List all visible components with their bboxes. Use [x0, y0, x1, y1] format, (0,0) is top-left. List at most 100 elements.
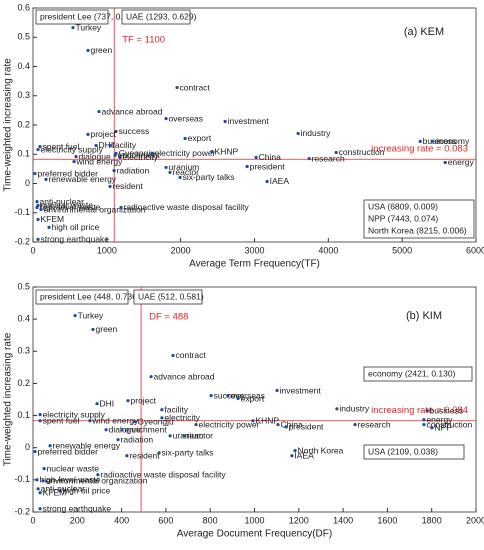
- point-label: green: [91, 45, 113, 55]
- point: [275, 388, 279, 393]
- point: [38, 145, 42, 149]
- point-label: Turkey: [78, 310, 104, 320]
- point-label: research: [312, 153, 345, 163]
- point-label: North Korea: [298, 445, 344, 455]
- point: [293, 449, 297, 453]
- point: [96, 473, 100, 477]
- threshold-x-label: DF = 488: [149, 312, 188, 323]
- x-tick-label: 1600: [377, 515, 397, 525]
- point: [178, 175, 182, 179]
- x-tick-label: 2000: [466, 515, 484, 525]
- point-label: wind energy: [91, 415, 139, 425]
- x-tick-label: 600: [158, 515, 173, 525]
- point: [36, 147, 40, 152]
- point: [33, 171, 37, 176]
- point-label: Turkey: [76, 22, 102, 32]
- note-text: president Lee (737, 0.815): [40, 11, 140, 21]
- point-label: overseas: [230, 390, 264, 400]
- point: [58, 489, 62, 493]
- point: [48, 444, 52, 448]
- point-label: contract: [175, 350, 206, 360]
- point-label: anti-nuclear: [39, 196, 84, 206]
- point-label: anti-nuclear: [41, 484, 86, 494]
- point-label: electricity supply: [43, 409, 106, 419]
- point-label: high-level waste: [39, 202, 100, 212]
- point-label: president: [250, 161, 286, 171]
- point-label: export: [188, 133, 212, 143]
- y-tick-label: 0: [25, 178, 30, 188]
- point-label: Gyeongju: [137, 416, 174, 426]
- threshold-y-label: increasing rate = 0.083: [371, 144, 468, 155]
- point-label: energy: [426, 415, 453, 425]
- y-tick-label: 0.3: [17, 346, 30, 356]
- x-tick-label: 400: [114, 515, 129, 525]
- x-tick-label: 0: [30, 245, 35, 255]
- note-text: UAE (1293, 0.629): [126, 11, 197, 21]
- point: [335, 407, 339, 411]
- point-label: research: [358, 419, 391, 429]
- point-label: renewable energy: [48, 174, 116, 184]
- threshold-y-label: increasing rate = 0.084: [371, 405, 468, 416]
- point: [182, 434, 186, 438]
- point: [265, 179, 269, 184]
- point-label: radiation: [117, 165, 150, 175]
- x-tick-label: 1800: [422, 515, 442, 525]
- point: [168, 434, 172, 438]
- point-label: Gyeongju: [119, 148, 156, 158]
- point: [41, 479, 45, 483]
- y-tick-label: -0.2: [14, 506, 30, 516]
- panel-title: (b) KIM: [406, 310, 442, 322]
- point: [149, 375, 153, 379]
- point: [150, 151, 154, 155]
- point: [422, 418, 426, 422]
- x-tick-label: 4000: [318, 245, 338, 255]
- point: [164, 165, 168, 170]
- point: [72, 159, 76, 164]
- y-tick-label: 0.1: [17, 149, 30, 159]
- point: [125, 454, 129, 458]
- point-label: business: [430, 406, 464, 416]
- point-label: strong earthquake: [43, 504, 112, 514]
- point: [39, 207, 43, 212]
- point: [422, 422, 426, 427]
- point: [36, 487, 40, 491]
- point: [245, 164, 249, 169]
- point-label: reactor: [173, 167, 200, 177]
- point: [168, 170, 172, 174]
- point-label: enrichment: [125, 424, 168, 434]
- point: [160, 408, 164, 412]
- point: [284, 425, 288, 429]
- point-label: facility: [164, 405, 188, 415]
- point: [194, 422, 198, 427]
- point: [251, 419, 255, 423]
- y-tick-label: -0.1: [14, 207, 30, 217]
- point-label: China: [280, 419, 302, 429]
- point-label: NPP: [434, 423, 452, 433]
- point: [38, 419, 42, 423]
- point-label: electricity power: [199, 419, 260, 429]
- point: [104, 428, 108, 432]
- point-label: China: [259, 152, 281, 162]
- x-tick-label: 1400: [333, 515, 353, 525]
- point-label: IAEA: [294, 451, 314, 461]
- point-label: president: [288, 422, 324, 432]
- y-tick-label: -0.2: [14, 236, 30, 246]
- point-label: spent fuel: [43, 415, 80, 425]
- point: [334, 150, 338, 155]
- y-tick-label: 0.2: [17, 378, 30, 388]
- point-label: uranium: [169, 162, 200, 172]
- point: [226, 394, 230, 398]
- point: [133, 420, 137, 424]
- point-label: overseas: [169, 113, 204, 123]
- point-label: environmental organization: [45, 476, 147, 486]
- point: [36, 217, 40, 222]
- point-label: energy: [448, 157, 475, 167]
- note-text: president Lee (448, 0.736): [40, 291, 140, 301]
- point: [276, 422, 280, 427]
- point-label: resident: [129, 451, 160, 461]
- point-label: contract: [180, 82, 211, 92]
- y-tick-label: 0.3: [17, 90, 30, 100]
- y-tick-label: 0.4: [17, 314, 30, 324]
- point-label: advance abroad: [154, 371, 215, 381]
